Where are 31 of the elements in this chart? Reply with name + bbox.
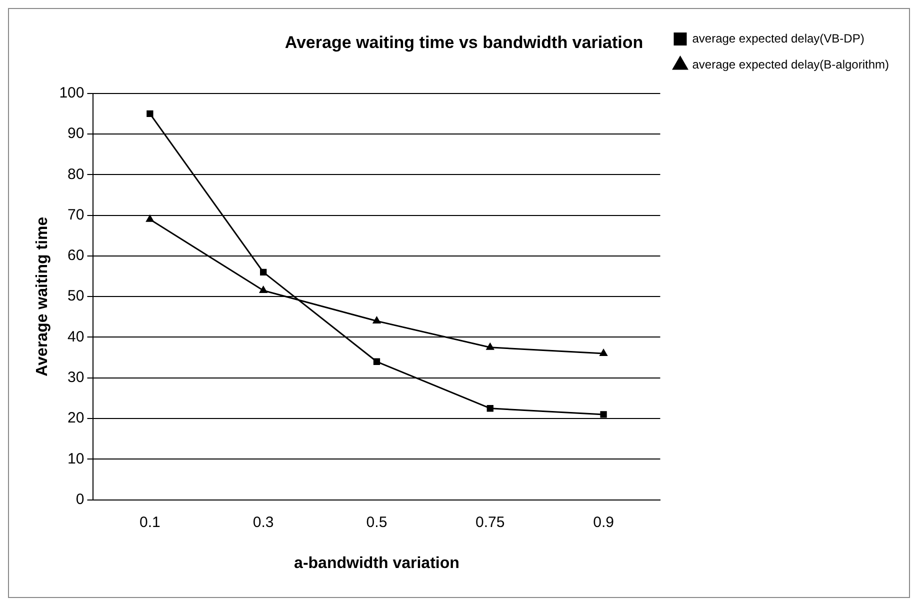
y-tick-label: 0 (76, 490, 84, 508)
point (146, 110, 154, 118)
point (486, 342, 494, 350)
point (600, 348, 608, 356)
x-tick-label: 0.9 (593, 514, 614, 531)
y-tick-label: 90 (68, 125, 84, 142)
y-tick-label: 40 (68, 328, 84, 346)
chart-title: Average waiting time vs bandwidth variation (284, 32, 644, 52)
y-tick-label: 20 (68, 410, 84, 427)
point (372, 316, 381, 324)
point (486, 405, 494, 412)
y-tick-label: 30 (68, 369, 84, 386)
point (259, 286, 268, 294)
point (600, 411, 607, 418)
y-tick-label: 60 (68, 247, 84, 264)
x-axis-title: a-bandwidth variation (294, 554, 460, 572)
x-tick-label: 0.75 (476, 514, 505, 531)
x-tick-label: 0.3 (252, 514, 274, 531)
legend-label: average expected delay(B-algorithm) (692, 57, 890, 72)
x-tick-label: 0.5 (366, 514, 388, 531)
legend-label: average expected delay(VB-DP) (692, 31, 864, 46)
y-tick-label: 50 (68, 288, 84, 305)
point (146, 214, 154, 222)
y-tick-label: 100 (59, 84, 84, 102)
x-tick-label: 0.1 (140, 514, 160, 531)
y-tick-label: 10 (68, 450, 84, 468)
point (373, 358, 380, 365)
y-axis-title: Average waiting time (34, 216, 52, 376)
y-tick-label: 80 (68, 166, 84, 183)
point (260, 268, 267, 276)
y-tick-label: 70 (68, 206, 84, 224)
